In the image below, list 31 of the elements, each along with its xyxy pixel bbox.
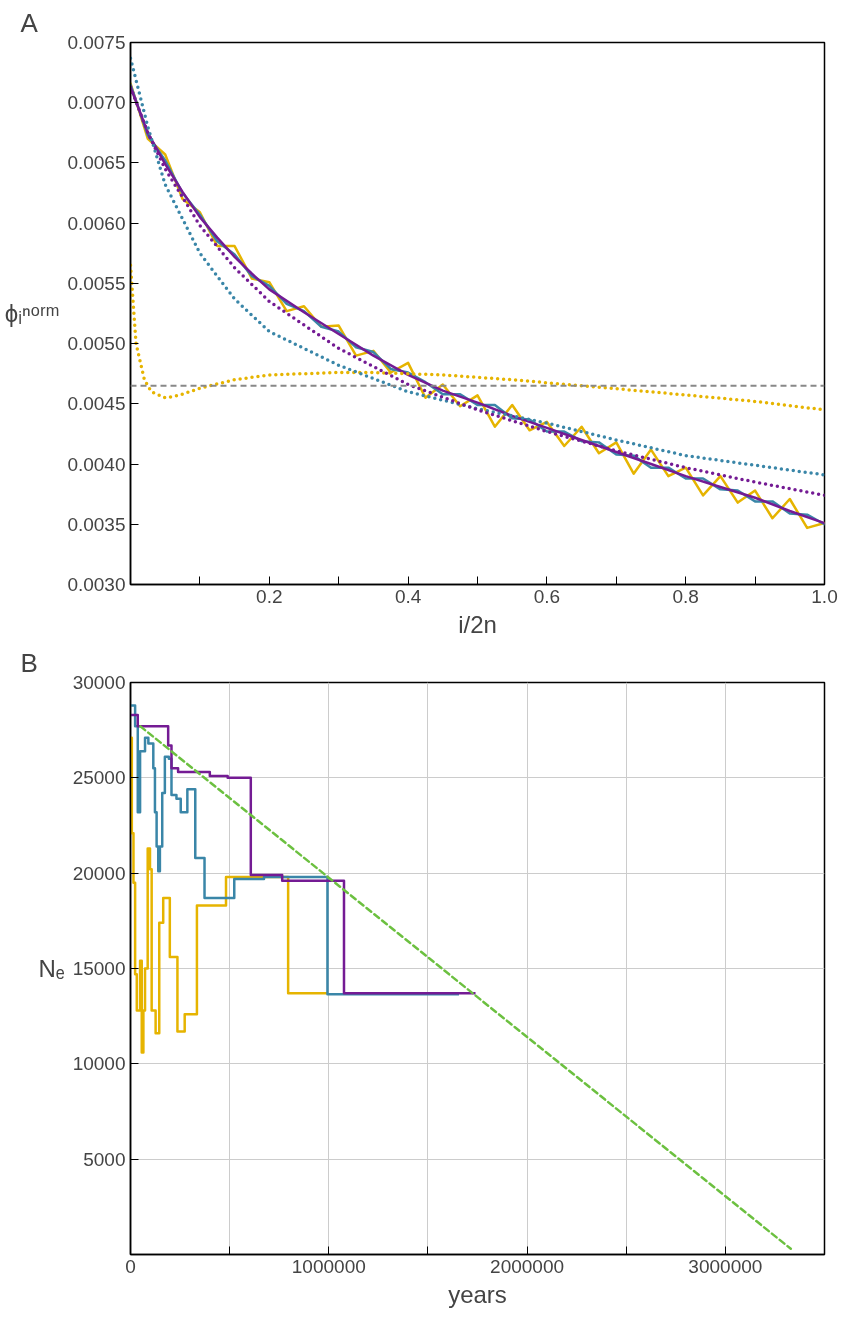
y-tick-label: 25000 <box>72 767 126 789</box>
y-tick-label: 5000 <box>83 1148 126 1170</box>
y-tick-label: 0.0045 <box>67 393 126 415</box>
x-tick-label: 2000000 <box>490 1255 565 1277</box>
x-tick-label: 0.2 <box>256 585 283 607</box>
x-axis-title: years <box>448 1280 507 1308</box>
y-tick-label: 0.0075 <box>67 32 126 53</box>
chart-title: A <box>20 7 39 38</box>
x-tick-label: 1.0 <box>811 585 838 607</box>
x-tick-label: 0.4 <box>394 585 422 607</box>
y-tick-label: 0.0065 <box>67 152 126 174</box>
y-tick-label: 0.0055 <box>67 272 126 294</box>
x-tick-label: 1000000 <box>291 1255 366 1277</box>
y-tick-label: 0.0030 <box>67 574 126 595</box>
chart-title: B <box>20 647 38 678</box>
y-tick-label: 0.0050 <box>67 333 126 355</box>
y-axis-title: ϕᵢⁿᵒʳᵐ <box>4 300 60 327</box>
y-tick-label: 0.0035 <box>67 513 126 535</box>
y-tick-label: 0.0060 <box>67 212 126 234</box>
x-axis-title: i/2n <box>458 610 497 638</box>
y-tick-label: 30000 <box>72 672 126 693</box>
x-tick-label: 0 <box>125 1255 136 1277</box>
y-tick-label: 15000 <box>72 958 126 979</box>
x-tick-label: 0.8 <box>672 585 699 607</box>
y-tick-label: 0.0070 <box>67 92 126 114</box>
x-tick-label: 0.6 <box>533 585 561 607</box>
y-tick-label: 0.0040 <box>67 453 126 475</box>
y-tick-label: 20000 <box>72 862 126 884</box>
y-axis-title: Nₑ <box>38 955 65 982</box>
y-tick-label: 10000 <box>72 1053 126 1075</box>
x-tick-label: 3000000 <box>688 1255 763 1277</box>
